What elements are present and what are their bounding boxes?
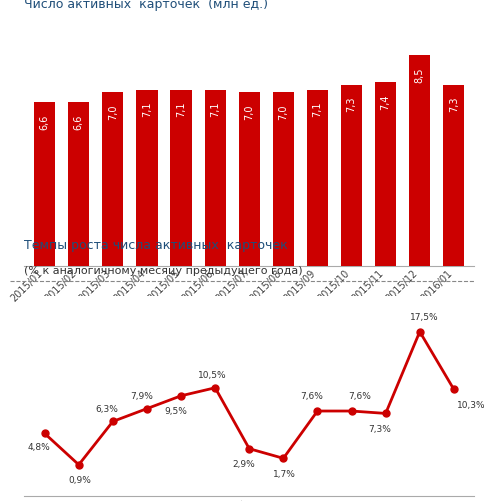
Text: Число активных  карточек  (млн ед.): Число активных карточек (млн ед.) bbox=[24, 0, 268, 11]
Text: 0,9%: 0,9% bbox=[69, 476, 91, 485]
Bar bbox=[375, 82, 396, 266]
Text: 7,9%: 7,9% bbox=[130, 392, 153, 401]
Text: 4,8%: 4,8% bbox=[28, 443, 50, 452]
Text: 7,6%: 7,6% bbox=[348, 392, 371, 401]
Bar bbox=[443, 85, 465, 266]
Text: Темпы роста числа активных  карточек: Темпы роста числа активных карточек bbox=[24, 238, 288, 252]
Text: 10,5%: 10,5% bbox=[198, 371, 227, 380]
Text: 7,1: 7,1 bbox=[142, 102, 152, 117]
Text: 7,1: 7,1 bbox=[313, 102, 322, 117]
Bar bbox=[239, 92, 260, 266]
Text: 7,0: 7,0 bbox=[278, 104, 288, 120]
Text: 7,3: 7,3 bbox=[449, 97, 459, 113]
Bar bbox=[68, 102, 90, 266]
Text: (% к аналогичному месяцу предыдущего года): (% к аналогичному месяцу предыдущего год… bbox=[24, 266, 303, 276]
Bar bbox=[102, 92, 123, 266]
Text: 17,5%: 17,5% bbox=[409, 313, 438, 322]
Bar bbox=[273, 92, 294, 266]
Text: 6,3%: 6,3% bbox=[96, 405, 119, 414]
Text: 8,5: 8,5 bbox=[415, 67, 425, 83]
Text: 7,1: 7,1 bbox=[210, 102, 220, 117]
Bar bbox=[170, 90, 192, 266]
Text: 9,5%: 9,5% bbox=[164, 407, 187, 416]
Bar bbox=[136, 90, 157, 266]
Bar bbox=[34, 102, 55, 266]
Bar bbox=[205, 90, 226, 266]
Text: 7,0: 7,0 bbox=[244, 104, 254, 120]
Bar bbox=[409, 55, 430, 266]
Text: 2,9%: 2,9% bbox=[232, 460, 255, 469]
Text: 7,1: 7,1 bbox=[176, 102, 186, 117]
Text: 7,6%: 7,6% bbox=[301, 392, 323, 401]
Text: 7,0: 7,0 bbox=[108, 104, 118, 120]
Text: 6,6: 6,6 bbox=[74, 114, 84, 130]
Text: 7,3%: 7,3% bbox=[369, 425, 392, 434]
Bar bbox=[307, 90, 328, 266]
Text: 10,3%: 10,3% bbox=[457, 401, 484, 410]
Text: 7,3: 7,3 bbox=[347, 97, 357, 113]
Text: 6,6: 6,6 bbox=[40, 114, 50, 130]
Text: 7,4: 7,4 bbox=[380, 95, 391, 110]
Bar bbox=[341, 85, 362, 266]
Text: 1,7%: 1,7% bbox=[273, 470, 296, 479]
